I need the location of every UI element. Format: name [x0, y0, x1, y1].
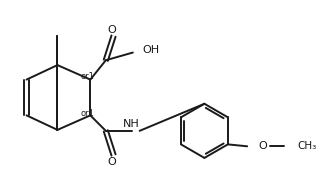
Text: NH: NH [123, 119, 139, 129]
Text: OH: OH [142, 45, 160, 55]
Text: or1: or1 [81, 72, 94, 81]
Text: O: O [107, 157, 116, 167]
Text: O: O [258, 141, 267, 151]
Text: O: O [107, 25, 116, 35]
Text: CH₃: CH₃ [298, 141, 317, 151]
Text: or1: or1 [81, 109, 94, 118]
